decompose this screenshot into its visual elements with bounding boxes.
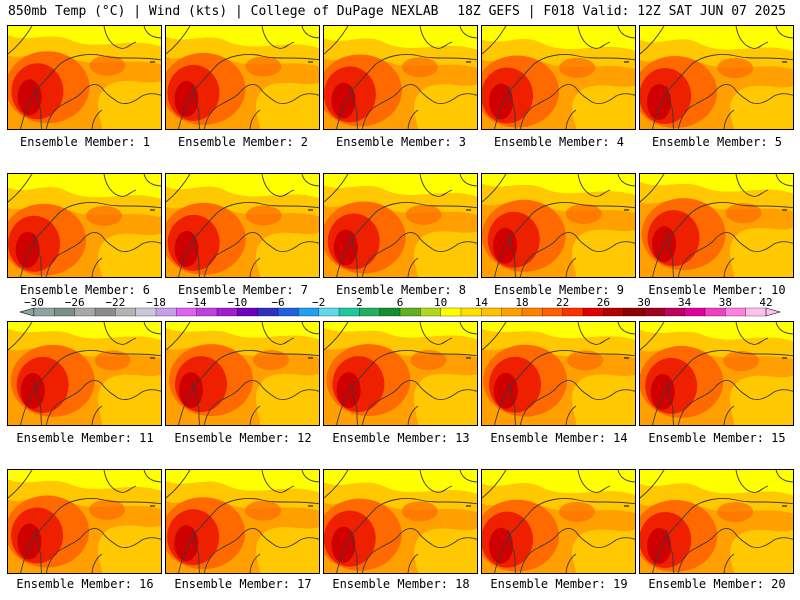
colorbar-tick-label: −14 (187, 296, 207, 309)
ensemble-member-map (7, 25, 162, 130)
ensemble-member-map (165, 469, 320, 574)
colorbar-bin (562, 307, 584, 317)
colorbar-bin (216, 307, 238, 317)
colorbar-bin (582, 307, 604, 317)
ensemble-member-label: Ensemble Member: 9 (493, 283, 625, 297)
colorbar-tick-label: −18 (146, 296, 166, 309)
colorbar-tick-label: 14 (475, 296, 489, 309)
ensemble-member-map (481, 469, 636, 574)
ensemble-member-map (7, 173, 162, 278)
ensemble-member-label: Ensemble Member: 2 (177, 135, 309, 149)
colorbar-tick-label: 22 (556, 296, 569, 309)
colorbar-bin (745, 307, 767, 317)
map-title: 850mb Temp (°C) | Wind (kts) | College o… (8, 4, 439, 19)
colorbar-bin (664, 307, 686, 317)
colorbar-bin (338, 307, 360, 317)
colorbar-bin (94, 307, 116, 317)
colorbar-bin (501, 307, 523, 317)
colorbar-tick-label: 42 (759, 296, 772, 309)
colorbar-bin (237, 307, 259, 317)
ensemble-member-label: Ensemble Member: 10 (648, 283, 786, 297)
colorbar-tick-label: 34 (678, 296, 692, 309)
ensemble-member-map (639, 469, 794, 574)
colorbar-tick-label: −6 (271, 296, 284, 309)
colorbar-bin (481, 307, 503, 317)
colorbar-tick-label: 38 (719, 296, 732, 309)
colorbar-bin (603, 307, 625, 317)
colorbar-bin (318, 307, 340, 317)
ensemble-member-label: Ensemble Member: 7 (177, 283, 309, 297)
colorbar-bin (399, 307, 421, 317)
ensemble-member-map (7, 469, 162, 574)
colorbar-bin (257, 307, 279, 317)
colorbar-bin (420, 307, 442, 317)
colorbar-tick-label: −22 (105, 296, 125, 309)
colorbar-bin (54, 307, 76, 317)
colorbar-bin (542, 307, 564, 317)
colorbar-tick-label: 30 (637, 296, 650, 309)
colorbar-tick-label: −30 (24, 296, 44, 309)
ensemble-member-map (165, 321, 320, 426)
ensemble-member-map (165, 25, 320, 130)
ensemble-member-label: Ensemble Member: 11 (16, 431, 154, 445)
ensemble-member-map (639, 321, 794, 426)
colorbar-bin (440, 307, 462, 317)
colorbar-tick-label: 6 (397, 296, 404, 309)
colorbar-tick-label: −26 (65, 296, 85, 309)
ensemble-member-map (323, 469, 478, 574)
ensemble-member-map (639, 173, 794, 278)
ensemble-member-map (481, 321, 636, 426)
colorbar-bin (155, 307, 177, 317)
model-valid-time: 18Z GEFS | F018 Valid: 12Z SAT JUN 07 20… (457, 4, 786, 19)
colorbar-bin (725, 307, 747, 317)
ensemble-member-map (481, 173, 636, 278)
ensemble-member-map (323, 25, 478, 130)
colorbar-bin (298, 307, 320, 317)
ensemble-member-label: Ensemble Member: 4 (493, 135, 625, 149)
ensemble-member-label: Ensemble Member: 6 (19, 283, 151, 297)
colorbar-bin (74, 307, 96, 317)
colorbar-bin (460, 307, 482, 317)
colorbar-bin (196, 307, 218, 317)
ensemble-member-label: Ensemble Member: 1 (19, 135, 151, 149)
colorbar-bin (359, 307, 381, 317)
ensemble-member-map (165, 173, 320, 278)
colorbar-bin (379, 307, 401, 317)
colorbar-tick-label: −2 (312, 296, 325, 309)
colorbar-tick-label: 18 (515, 296, 528, 309)
ensemble-member-label: Ensemble Member: 15 (648, 431, 786, 445)
temperature-colorbar: −30 −26 −22 −18 −14 −10 −6 −2 2 6 10 14 18 22 26 30 34 38… (18, 296, 782, 317)
colorbar-bin (33, 307, 55, 317)
colorbar-tick-label: 26 (597, 296, 610, 309)
ensemble-member-label: Ensemble Member: 16 (16, 577, 154, 591)
colorbar-bin (643, 307, 665, 317)
colorbar-bin (704, 307, 726, 317)
colorbar-tick-label: −10 (227, 296, 247, 309)
ensemble-member-label: Ensemble Member: 12 (174, 431, 312, 445)
ensemble-member-label: Ensemble Member: 8 (335, 283, 467, 297)
ensemble-member-map (639, 25, 794, 130)
ensemble-member-label: Ensemble Member: 19 (490, 577, 628, 591)
colorbar-bin (176, 307, 198, 317)
colorbar-bin (115, 307, 137, 317)
colorbar-bin (135, 307, 157, 317)
colorbar-bin (521, 307, 543, 317)
ensemble-member-label: Ensemble Member: 18 (332, 577, 470, 591)
colorbar-tick-label: 10 (434, 296, 447, 309)
ensemble-member-map (7, 321, 162, 426)
colorbar-bin (277, 307, 299, 317)
ensemble-member-map (323, 321, 478, 426)
colorbar-bin (623, 307, 645, 317)
ensemble-member-label: Ensemble Member: 20 (648, 577, 786, 591)
ensemble-member-label: Ensemble Member: 17 (174, 577, 312, 591)
ensemble-member-map (323, 173, 478, 278)
ensemble-member-label: Ensemble Member: 14 (490, 431, 628, 445)
ensemble-member-label: Ensemble Member: 13 (332, 431, 470, 445)
colorbar-bin (684, 307, 706, 317)
colorbar-tick-label: 2 (356, 296, 363, 309)
ensemble-member-label: Ensemble Member: 3 (335, 135, 467, 149)
ensemble-member-label: Ensemble Member: 5 (651, 135, 783, 149)
ensemble-member-map (481, 25, 636, 130)
